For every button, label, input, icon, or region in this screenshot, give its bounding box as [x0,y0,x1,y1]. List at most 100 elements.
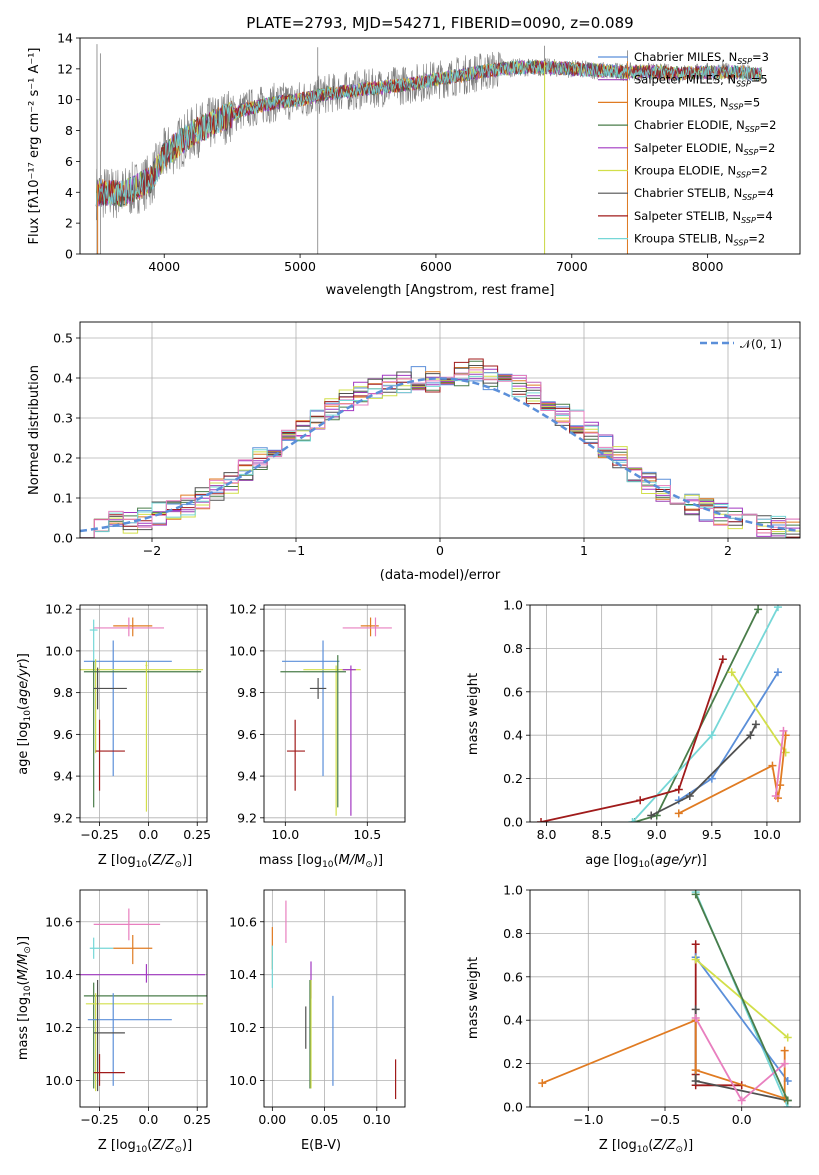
legend-label: Chabrier MILES, NSSP=3 [634,50,769,66]
y-tick-label: 10.6 [229,914,257,929]
x-tick-label: −0.25 [80,827,118,842]
age-vs-mass-panel: mass [log10(M/M⊙)] 10.0 10.59.29.49.69.81… [229,602,406,870]
errorbar-point [83,640,172,777]
mass-weight-vs-metallicity-panel: Z [log10(Z/Z⊙)] mass weight −1.0 −0.5 0.0 0… [466,883,801,1155]
mass-weight-line [540,659,724,822]
y-tick-label: 9.4 [237,769,257,784]
mass-weight-series [727,668,790,757]
legend-item: Kroupa MILES, NSSP=5 [598,95,760,111]
axes-frame [79,37,801,255]
legend-item: Kroupa STELIB, NSSP=2 [598,232,765,248]
spectrum-title: PLATE=2793, MJD=54271, FIBERID=0090, z=0… [246,14,633,32]
mass-vs-extinction-panel: E(B-V) 0.00 0.05 0.10 10.0 10.2 10.4 10.6 [229,889,406,1153]
mass-weight-marker [718,655,727,664]
x-tick-label: −0.25 [80,1112,118,1127]
mass-weight-marker [636,796,645,805]
mass-z-xlabel: Z [log10(Z/Z⊙)] [98,1138,192,1155]
y-tick-label: 10.6 [45,914,73,929]
errorbar-point [286,719,305,791]
mass-weight-marker [737,1096,746,1105]
errorbar-point [89,937,114,959]
x-tick-label: 10.5 [353,827,381,842]
mass-weight-marker [780,1059,789,1068]
mass-weight-marker [691,1076,700,1085]
axes-frame [263,889,406,1108]
y-tick-label: 9.2 [237,810,257,825]
errorbar-point [342,617,392,637]
mass-weight-marker [707,774,716,783]
y-tick-label: 10.0 [45,1073,73,1088]
legend-label: Kroupa ELODIE, NSSP=2 [634,164,768,180]
legend-label: Salpeter MILES, NSSP=5 [634,73,768,89]
mass-weight-series [691,890,792,1105]
x-tick-label: 2 [724,543,732,558]
x-tick-label: 8.0 [537,827,557,842]
mass-weight-line [694,893,789,1101]
x-tick-label: 8.5 [592,827,612,842]
legend-label: Chabrier ELODIE, NSSP=2 [634,118,776,134]
mass-weight-series [674,731,790,818]
x-tick-label: 0 [436,543,444,558]
errorbar-point [93,908,161,941]
y-tick-label: 10.4 [229,967,257,982]
mass-weight-line [730,671,787,754]
legend-label: Salpeter STELIB, NSSP=4 [634,209,773,225]
x-tick-label: 7000 [556,259,588,274]
legend-item: Salpeter MILES, NSSP=5 [598,73,768,89]
y-tick-label: 0.4 [503,1013,523,1028]
y-tick-label: 14 [57,31,73,46]
legend-label: Kroupa STELIB, NSSP=2 [634,232,765,248]
x-tick-label: 1 [580,543,588,558]
y-tick-label: 0.1 [53,491,73,506]
spectrum-panel: PLATE=2793, MJD=54271, FIBERID=0090, z=0… [27,14,801,298]
mass-weight-marker [746,731,755,740]
errorbar-point [80,964,206,983]
x-tick-label: 0.25 [183,827,211,842]
mass-weight-marker [674,785,683,794]
mass-weight-marker [771,791,780,800]
axis-ticks: 4000 5000 6000 7000 8000 0 2 4 6 8 10 12 14 [57,31,723,275]
mass-weight-marker [691,1066,700,1075]
y-tick-label: 9.4 [53,769,73,784]
axis-ticks: −0.25 0.0 0.25 10.0 10.2 10.4 10.6 [45,914,211,1127]
errorbar-point [83,982,207,1089]
axes-frame [529,604,801,823]
y-tick-label: 10.0 [229,1073,257,1088]
y-tick-label: 1.0 [503,598,523,613]
mass-weight-marker [691,890,700,899]
mass-weight-series [538,1016,789,1103]
x-tick-label: 5000 [284,259,316,274]
gaussian-curve [80,377,800,533]
mass-weight-marker [751,720,760,729]
y-tick-label: 9.6 [53,727,73,742]
mass-weight-series [771,726,788,800]
errorbar-point [280,655,346,808]
mass-weight-marker [754,605,763,614]
mass-ebv-xlabel: E(B-V) [301,1138,341,1153]
age-vs-metallicity-panel: Z [log10(Z/Z⊙)] age [log10(age/yr)] −0.2… [16,602,211,870]
mass-weight-marker [691,1014,700,1023]
x-tick-label: 0.25 [183,1112,211,1127]
axis-ticks: 10.0 10.5 9.2 9.4 9.6 9.8 10.0 10.2 [229,602,381,842]
axes-frame [79,321,801,539]
errorbar-point [95,719,125,791]
y-tick-label: 1.0 [503,883,523,898]
axes-frame [263,604,406,823]
weight-age-xlabel: age [log10(age/yr)] [585,853,707,870]
weight-age-ylabel: mass weight [466,673,481,755]
gaussian-legend-label: 𝒩(0, 1) [740,337,782,351]
mass-weight-line [541,1018,786,1100]
y-tick-label: 2 [65,216,73,231]
mass-weight-marker [691,1005,700,1014]
axis-ticks: −1.0 −0.5 0.0 0.0 0.2 0.4 0.6 0.8 1.0 [503,883,752,1128]
mass-weight-marker [779,726,788,735]
histogram-xlabel: (data-model)/error [380,568,501,583]
errorbar-point [93,667,127,710]
x-tick-label: 0.05 [311,1112,339,1127]
spectrum-legend: Chabrier MILES, NSSP=3 Salpeter MILES, NS… [598,50,776,248]
y-tick-label: 0.0 [503,1100,523,1115]
legend-label: Chabrier STELIB, NSSP=4 [634,186,774,202]
axis-ticks: 8.0 8.5 9.0 9.5 10.0 0.0 0.2 0.4 0.6 0.8 1.0 [503,598,781,843]
axes-frame [79,604,208,823]
x-tick-label: −0.5 [650,1112,680,1127]
